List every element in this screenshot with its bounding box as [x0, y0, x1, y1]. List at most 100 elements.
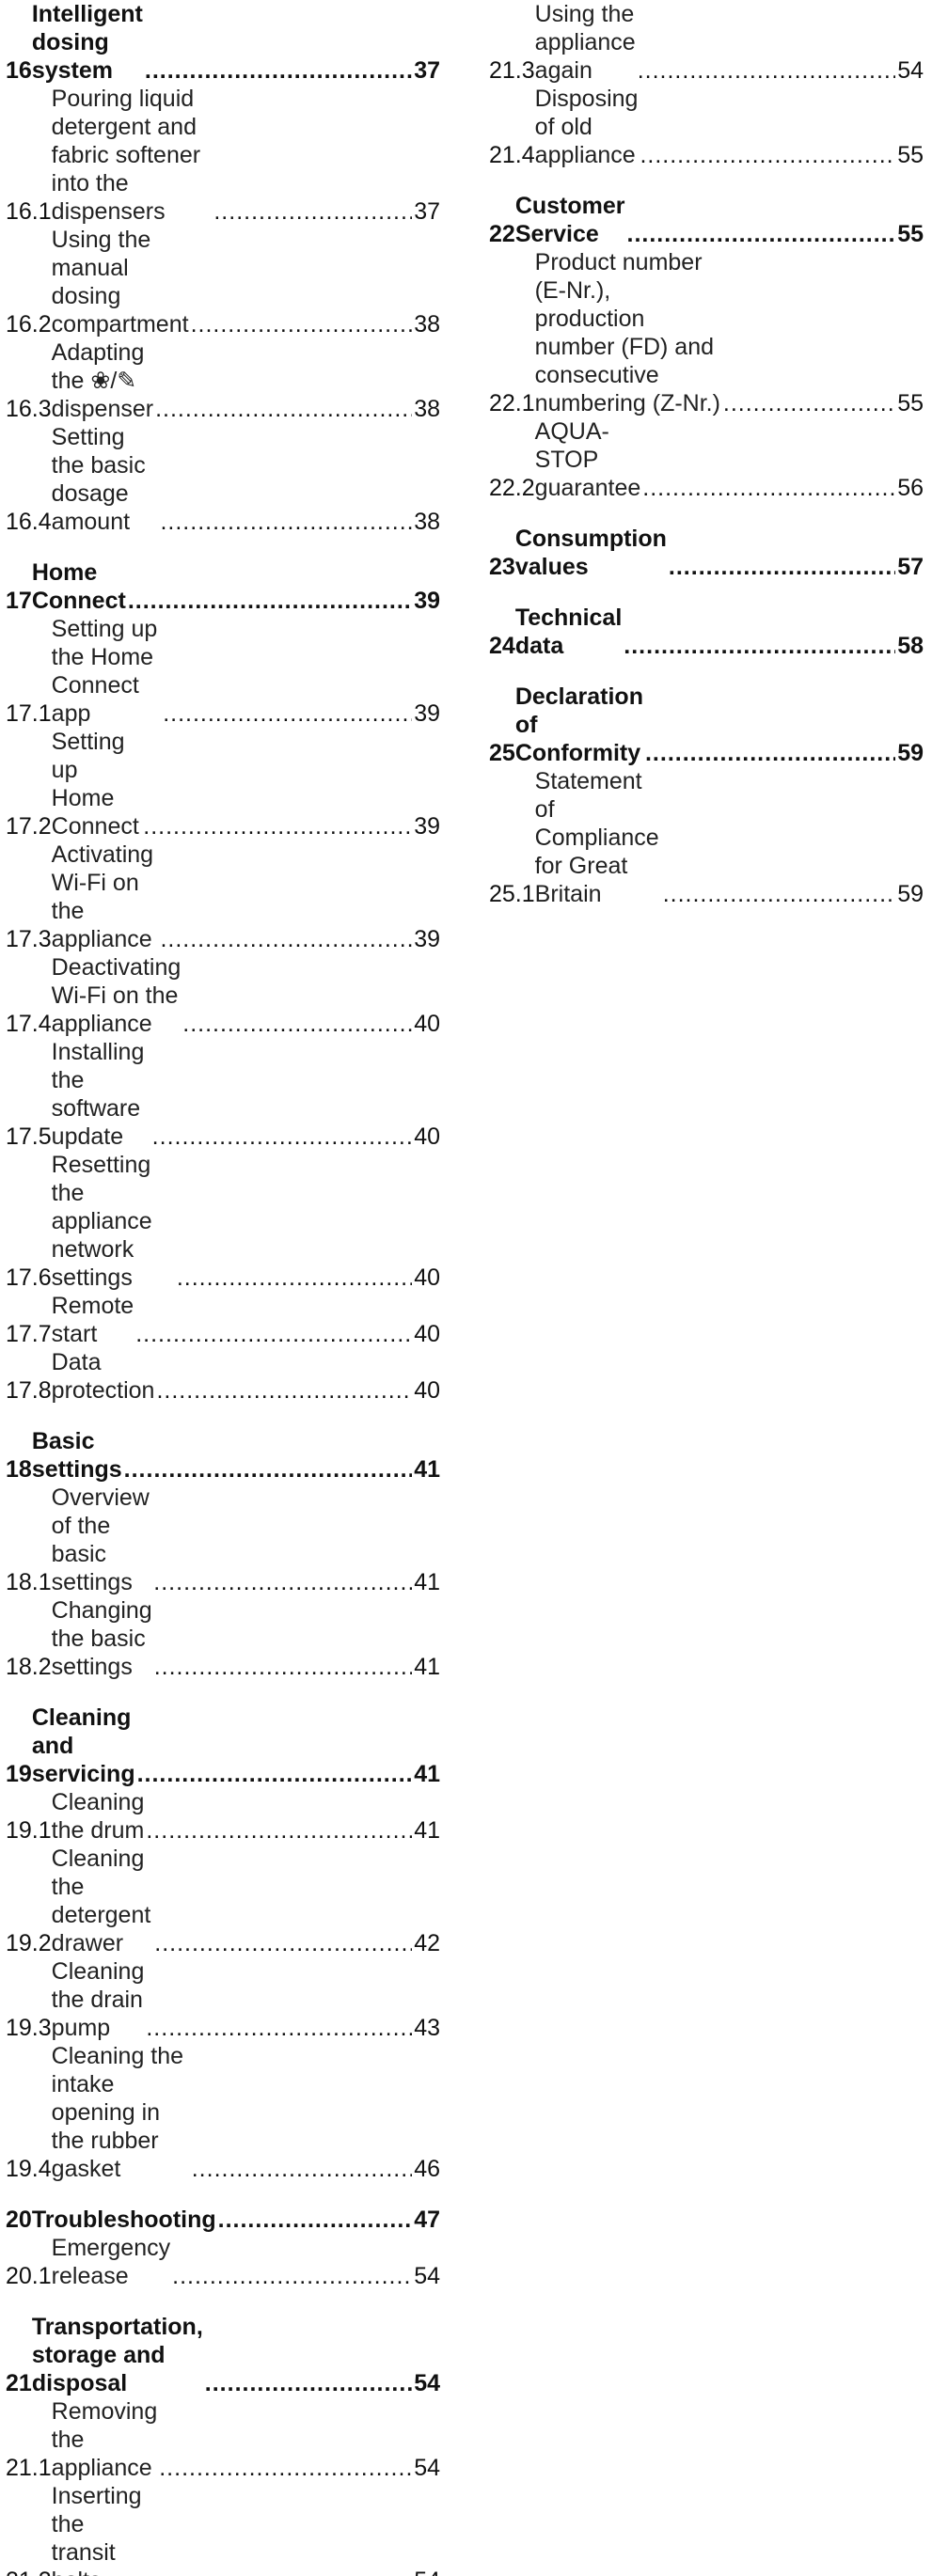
- toc-page-number: 37: [414, 198, 440, 225]
- toc-section-entry[interactable]: 16.3 Adapting the ❀/✎ dispenser 38: [6, 338, 440, 423]
- toc-dot-leader: [643, 739, 895, 767]
- toc-entry-title: Adapting the ❀/✎ dispenser: [51, 339, 154, 422]
- toc-page-number: 54: [414, 2263, 440, 2289]
- toc-section-entry[interactable]: 17.7 Remote start 40: [6, 1292, 440, 1348]
- toc-page-number: 40: [414, 1011, 440, 1037]
- toc-section-entry[interactable]: 21.1 Removing the appliance 54: [6, 2397, 440, 2482]
- toc-entry-number: 17: [6, 588, 32, 614]
- toc-entry-title: Resetting the appliance network settings: [51, 1152, 152, 1291]
- toc-page-number: 38: [414, 396, 440, 422]
- toc-section-entry[interactable]: 16.4 Setting the basic dosage amount 38: [6, 423, 440, 536]
- toc-entry-title: AQUA-STOP guarantee: [534, 418, 641, 501]
- toc-entry-title: Pouring liquid detergent and fabric soft…: [51, 86, 201, 225]
- toc-chapter-entry[interactable]: 21 Transportation, storage and disposal 5…: [6, 2313, 440, 2397]
- toc-entry-title: Removing the appliance: [51, 2398, 158, 2481]
- toc-dot-leader: [158, 508, 412, 536]
- toc-page-number: 39: [414, 700, 440, 727]
- toc-entry-number: 23: [489, 554, 515, 580]
- toc-entry-title: Remote start: [51, 1293, 134, 1347]
- toc-dot-leader: [143, 56, 412, 85]
- toc-chapter-entry[interactable]: 25 Declaration of Conformity 59: [489, 683, 924, 767]
- toc-dot-leader: [122, 1455, 413, 1484]
- toc-page-number: 43: [414, 2015, 440, 2041]
- toc-section-entry[interactable]: 19.4 Cleaning the intake opening in the …: [6, 2042, 440, 2183]
- toc-entry-number: 19.2: [6, 1930, 52, 1956]
- toc-entry-title: Disposing of old appliance: [534, 86, 639, 168]
- toc-page-number: 46: [414, 2156, 440, 2182]
- toc-page-number: 40: [414, 1321, 440, 1347]
- toc-entry-title: Declaration of Conformity: [514, 683, 643, 766]
- toc-entry-title: Home Connect: [31, 559, 126, 614]
- toc-page-number: 41: [414, 1654, 440, 1680]
- toc-section-entry[interactable]: 16.2 Using the manual dosing compartment…: [6, 226, 440, 338]
- toc-entry-title: Inserting the transit bolts: [51, 2483, 142, 2576]
- toc-chapter-entry[interactable]: 23 Consumption values 57: [489, 525, 924, 581]
- toc-entry-number: 25: [489, 740, 515, 766]
- toc-section-entry[interactable]: 21.4 Disposing of old appliance 55: [489, 85, 924, 169]
- toc-section-entry[interactable]: 17.1 Setting up the Home Connect app 39: [6, 615, 440, 728]
- toc-page-number: 41: [414, 1569, 440, 1595]
- toc-dot-leader: [153, 395, 412, 423]
- toc-section-entry[interactable]: 19.1 Cleaning the drum 41: [6, 1788, 440, 1845]
- toc-entry-number: 17.2: [6, 813, 52, 840]
- toc-section-entry[interactable]: 18.1 Overview of the basic settings 41: [6, 1484, 440, 1596]
- toc-page-number: 58: [897, 633, 924, 659]
- toc-dot-leader: [150, 1123, 413, 1151]
- toc-section-entry[interactable]: 17.5 Installing the software update 40: [6, 1038, 440, 1151]
- toc-chapter-entry[interactable]: 17 Home Connect 39: [6, 558, 440, 615]
- toc-section-entry[interactable]: 21.2 Inserting the transit bolts 54: [6, 2482, 440, 2576]
- toc-dot-leader: [625, 220, 896, 248]
- toc-section-entry[interactable]: 22.2 AQUA-STOP guarantee 56: [489, 417, 924, 502]
- toc-section-entry[interactable]: 25.1 Statement of Compliance for Great B…: [489, 767, 924, 908]
- toc-page-number: 41: [414, 1456, 440, 1483]
- toc-dot-leader: [640, 474, 895, 502]
- toc-dot-leader: [170, 2262, 412, 2290]
- toc-dot-leader: [126, 587, 412, 615]
- toc-chapter-entry[interactable]: 16 Intelligent dosing system 37: [6, 0, 440, 85]
- toc-entry-number: 17.3: [6, 926, 52, 952]
- toc-section-entry[interactable]: 18.2 Changing the basic settings 41: [6, 1596, 440, 1681]
- toc-section-entry[interactable]: 17.8 Data protection 40: [6, 1348, 440, 1405]
- toc-section-entry[interactable]: 22.1 Product number (E-Nr.), production …: [489, 248, 924, 417]
- toc-section-entry[interactable]: 20.1 Emergency release 54: [6, 2234, 440, 2290]
- toc-entry-number: 21.1: [6, 2455, 52, 2481]
- toc-entry-number: 20: [6, 2207, 32, 2233]
- toc-entry-title: Cleaning the detergent drawer: [51, 1846, 151, 1956]
- toc-section-entry[interactable]: 17.3 Activating Wi-Fi on the appliance 39: [6, 840, 440, 953]
- toc-chapter-entry[interactable]: 22 Customer Service 55: [489, 192, 924, 248]
- toc-dot-leader: [135, 1760, 413, 1788]
- toc-entry-number: 17.1: [6, 700, 52, 727]
- toc-page-number: 39: [414, 926, 440, 952]
- toc-page-number: 41: [414, 1761, 440, 1787]
- toc-entry-title: Cleaning and servicing: [31, 1704, 135, 1787]
- toc-page-number: 39: [414, 588, 440, 614]
- toc-entry-number: 19.1: [6, 1817, 52, 1844]
- toc-section-entry[interactable]: 17.4 Deactivating Wi-Fi on the appliance…: [6, 953, 440, 1038]
- toc-entry-number: 21.4: [489, 142, 535, 168]
- toc-page-number: 54: [414, 2370, 440, 2396]
- toc-entry-number: 17.6: [6, 1264, 52, 1291]
- toc-page-number: 38: [414, 509, 440, 535]
- toc-section-entry[interactable]: 19.3 Cleaning the drain pump 43: [6, 1957, 440, 2042]
- toc-chapter-entry[interactable]: 20 Troubleshooting 47: [6, 2206, 440, 2234]
- toc-dot-leader: [212, 197, 412, 226]
- toc-page-number: 55: [897, 390, 924, 416]
- toc-entry-title: Customer Service: [514, 193, 625, 247]
- toc-chapter-entry[interactable]: 19 Cleaning and servicing 41: [6, 1704, 440, 1788]
- toc-page-number: 54: [897, 57, 924, 84]
- toc-section-entry[interactable]: 19.2 Cleaning the detergent drawer 42: [6, 1845, 440, 1957]
- toc-chapter-entry[interactable]: 24 Technical data 58: [489, 604, 924, 660]
- toc-section-entry[interactable]: 16.1 Pouring liquid detergent and fabric…: [6, 85, 440, 226]
- toc-page-number: 57: [897, 554, 924, 580]
- toc-chapter-entry[interactable]: 18 Basic settings 41: [6, 1427, 440, 1484]
- toc-entry-number: 21: [6, 2370, 32, 2396]
- toc-entry-number: 16.3: [6, 396, 52, 422]
- toc-page-number: 47: [414, 2207, 440, 2233]
- toc-entry-number: 16: [6, 57, 32, 84]
- toc-entry-title: Deactivating Wi-Fi on the appliance: [51, 954, 182, 1037]
- toc-section-entry[interactable]: 17.6 Resetting the appliance network set…: [6, 1151, 440, 1292]
- toc-dot-leader: [158, 925, 412, 953]
- toc-section-entry[interactable]: 17.2 Setting up Home Connect 39: [6, 728, 440, 840]
- toc-section-entry[interactable]: 21.3 Using the appliance again 54: [489, 0, 924, 85]
- toc-entry-number: 19.3: [6, 2015, 52, 2041]
